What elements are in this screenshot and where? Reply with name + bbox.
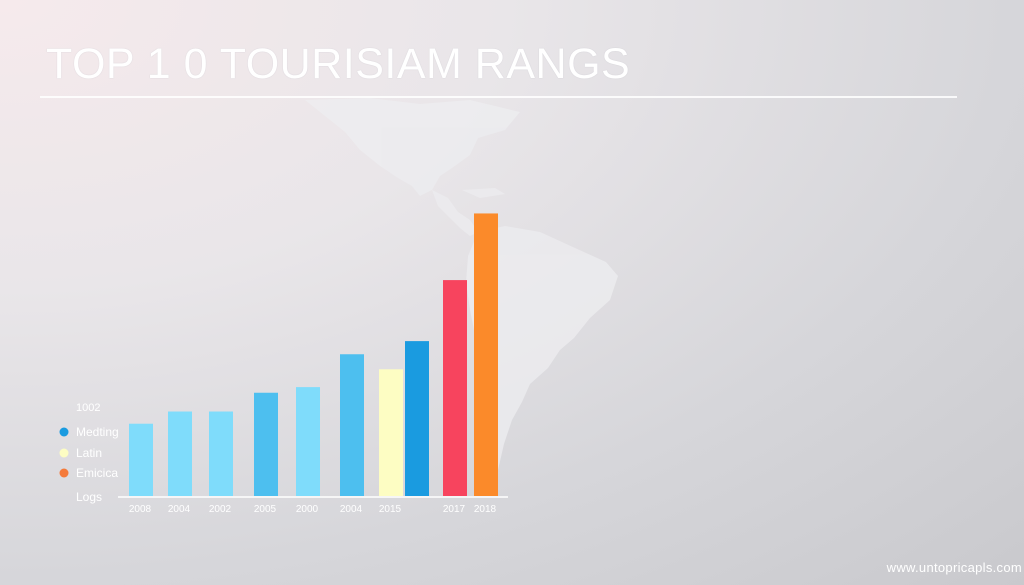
bar-1 — [129, 423, 153, 496]
bar-3 — [209, 411, 233, 496]
x-tick-label: 2004 — [340, 504, 363, 515]
x-tick-label: 2015 — [379, 504, 402, 515]
x-tick-label: 2008 — [129, 504, 152, 515]
caribbean-shape — [462, 188, 505, 198]
south-america-shape — [466, 226, 618, 482]
bar-9 — [443, 280, 467, 496]
bar-5 — [296, 387, 320, 496]
legend-swatch — [59, 448, 69, 458]
legend-swatch — [59, 427, 69, 437]
x-tick-label: 2002 — [209, 504, 232, 515]
bar-6 — [340, 354, 364, 496]
x-tick-label: 2000 — [296, 504, 319, 515]
title-divider — [40, 96, 957, 98]
x-tick-label: 2004 — [168, 504, 191, 515]
legend-label: Medting — [76, 425, 119, 439]
axis-bottom-label: Logs — [76, 490, 102, 504]
north-america-shape — [305, 98, 520, 196]
x-tick-label: 2018 — [474, 504, 497, 515]
legend-label: Emicica — [76, 466, 118, 480]
bar-8 — [405, 341, 429, 496]
americas-map — [305, 98, 618, 482]
axis-top-label: 1002 — [76, 402, 100, 414]
bar-4 — [254, 392, 278, 496]
bar-7 — [379, 369, 403, 496]
central-america-shape — [432, 190, 478, 236]
bar-2 — [168, 411, 192, 496]
page-title: TOP 1 0 TOURISIAM RANGS — [46, 40, 631, 88]
x-tick-label: 2017 — [443, 504, 466, 515]
x-tick-label: 2005 — [254, 504, 277, 515]
legend-swatch — [59, 468, 69, 478]
legend-label: Latin — [76, 446, 102, 460]
bar-10 — [474, 213, 498, 497]
watermark-url: www.untopricapls.com — [886, 560, 1022, 575]
